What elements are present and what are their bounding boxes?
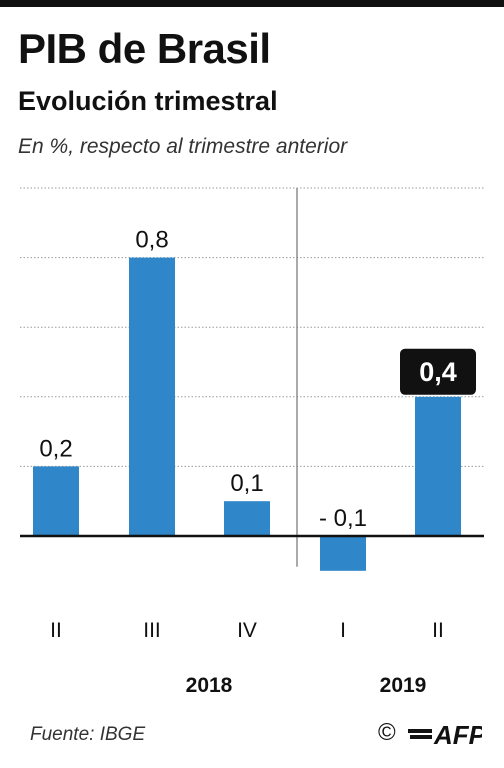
top-bar [0, 0, 504, 7]
bar [320, 536, 366, 571]
x-tick-label: II [432, 619, 444, 642]
value-label: 0,1 [230, 470, 263, 497]
x-tick-label: I [340, 619, 346, 642]
x-tick-label: III [143, 619, 161, 642]
x-tick-label: IV [237, 619, 257, 642]
copyright-symbol: © [378, 719, 396, 746]
afp-logo-mark: AFP [408, 720, 482, 748]
value-label: 0,2 [39, 435, 72, 462]
chart-title: PIB de Brasil [18, 25, 271, 72]
bar [129, 257, 175, 536]
value-label: 0,4 [419, 357, 457, 387]
year-label: 2019 [380, 674, 427, 697]
chart-subtitle: Evolución trimestral [18, 86, 278, 116]
value-label: - 0,1 [319, 505, 367, 532]
afp-logo-text: AFP [433, 720, 482, 748]
x-tick-label: II [50, 619, 62, 642]
value-label: 0,8 [135, 227, 168, 254]
year-label: 2018 [186, 674, 233, 697]
afp-logo: AFP [408, 720, 482, 748]
value-label-highlight-box [400, 348, 476, 395]
bar [224, 501, 270, 536]
source-note: Fuente: IBGE [30, 724, 146, 745]
bar [33, 466, 79, 536]
chart-note: En %, respecto al trimestre anterior [18, 135, 348, 158]
bar [415, 396, 461, 536]
